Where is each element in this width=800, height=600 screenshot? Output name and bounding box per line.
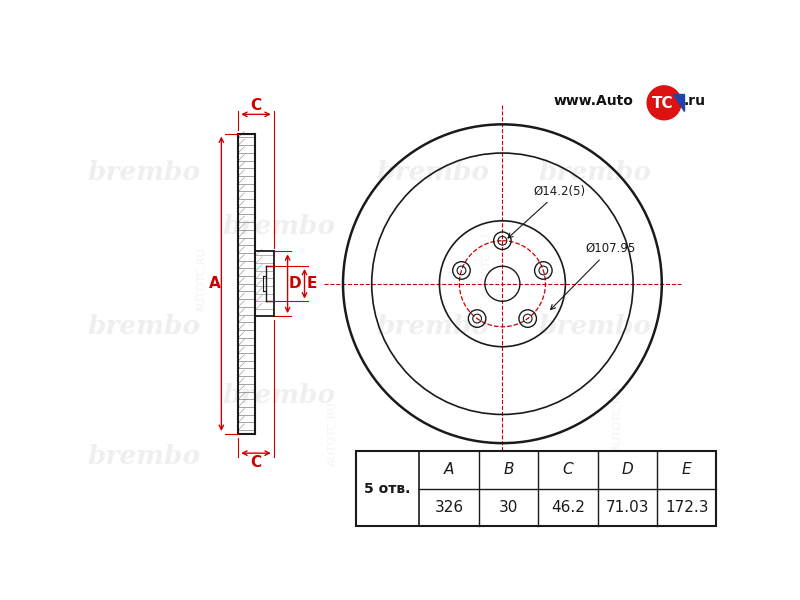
Text: Ø14.2(5): Ø14.2(5)	[508, 185, 586, 238]
Text: AUTOTC.RU: AUTOTC.RU	[482, 232, 492, 297]
Text: Ø107.95: Ø107.95	[550, 242, 635, 310]
Text: brembo: brembo	[222, 383, 336, 408]
Text: www.Auto: www.Auto	[554, 94, 634, 108]
Text: 5 отв.: 5 отв.	[365, 482, 411, 496]
Text: brembo: brembo	[88, 445, 201, 469]
Text: C: C	[250, 455, 262, 470]
Text: brembo: brembo	[377, 314, 490, 338]
Text: brembo: brembo	[88, 314, 201, 338]
Text: 30: 30	[498, 500, 518, 515]
Text: C: C	[562, 462, 573, 477]
Text: C: C	[250, 98, 262, 113]
Text: brembo: brembo	[538, 160, 651, 185]
Text: B: B	[503, 462, 514, 477]
Text: 71.03: 71.03	[606, 500, 649, 515]
Text: A: A	[444, 462, 454, 477]
Text: 172.3: 172.3	[665, 500, 709, 515]
Text: brembo: brembo	[538, 467, 651, 493]
Text: E: E	[682, 462, 691, 477]
Text: brembo: brembo	[222, 214, 336, 238]
Text: brembo: brembo	[88, 160, 201, 185]
Text: brembo: brembo	[377, 467, 490, 493]
Text: .ru: .ru	[684, 94, 706, 108]
Text: 326: 326	[434, 500, 463, 515]
Text: E: E	[307, 276, 318, 291]
Text: brembo: brembo	[377, 160, 490, 185]
Text: D: D	[622, 462, 633, 477]
Text: AUTOTC.RU: AUTOTC.RU	[328, 401, 338, 466]
Text: brembo: brembo	[538, 314, 651, 338]
Text: 46.2: 46.2	[551, 500, 585, 515]
Polygon shape	[674, 94, 684, 110]
Bar	[356, 451, 717, 526]
Text: AUTOTC.RU: AUTOTC.RU	[197, 248, 207, 312]
Text: A: A	[210, 276, 221, 291]
Text: D: D	[289, 276, 302, 291]
Text: TC: TC	[652, 96, 674, 111]
Text: AUTOTC.RU: AUTOTC.RU	[613, 386, 623, 451]
Circle shape	[647, 86, 681, 120]
